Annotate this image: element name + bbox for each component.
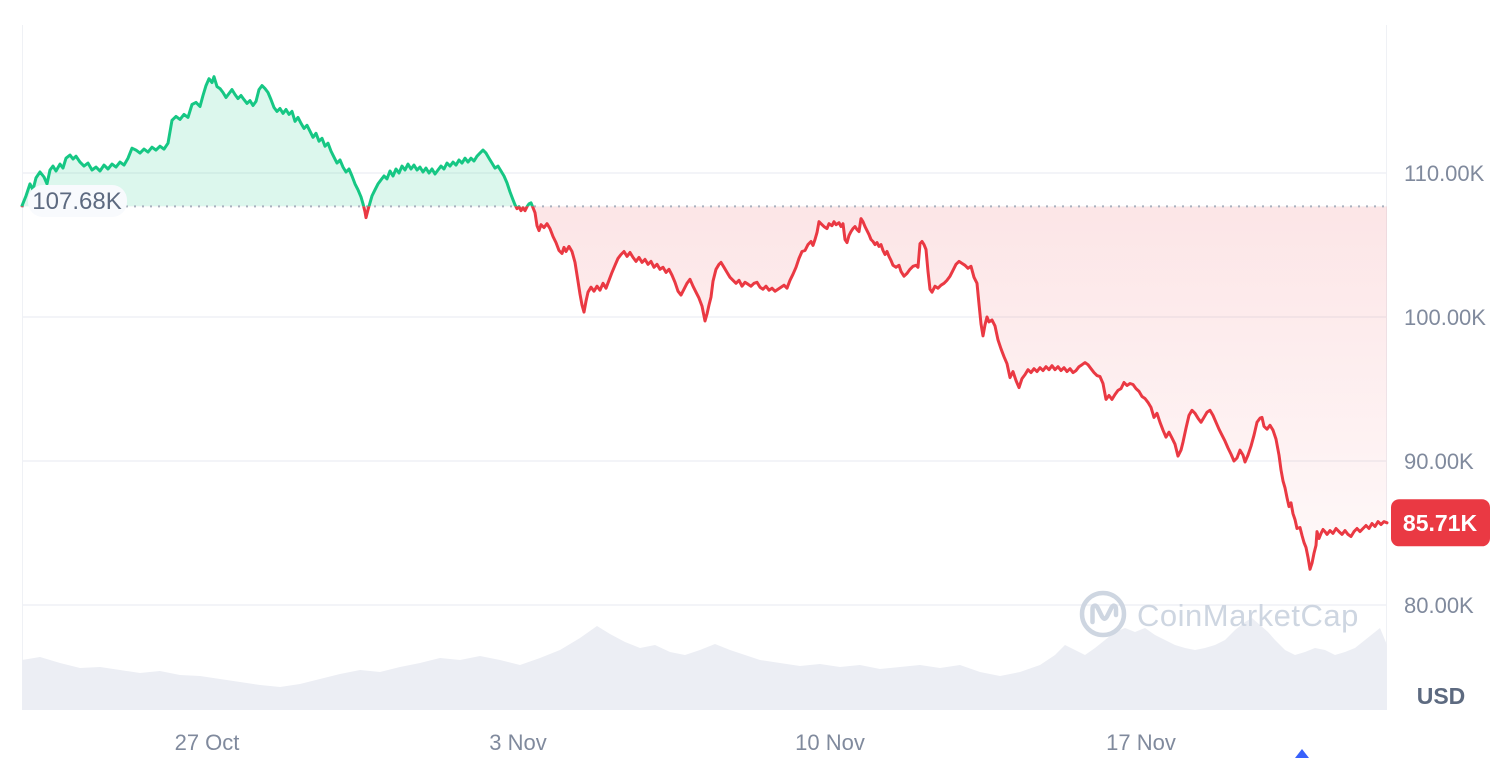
y-axis-tick-label: 100.00K bbox=[1404, 305, 1486, 330]
x-axis-tick-label: 3 Nov bbox=[489, 730, 546, 755]
y-axis-tick-label: 90.00K bbox=[1404, 449, 1474, 474]
currency-unit-label: USD bbox=[1417, 683, 1466, 709]
last-price-badge: 85.71K bbox=[1391, 499, 1490, 547]
watermark-text: CoinMarketCap bbox=[1137, 598, 1359, 633]
x-axis-tick-label: 17 Nov bbox=[1106, 730, 1176, 755]
baseline-price-pill: 107.68K bbox=[28, 185, 127, 217]
x-axis-labels: 27 Oct 3 Nov 10 Nov 17 Nov bbox=[175, 730, 1176, 755]
price-line-up-segment bbox=[20, 75, 535, 207]
x-axis-tick-label: 10 Nov bbox=[795, 730, 865, 755]
volume-area bbox=[22, 618, 1387, 710]
price-line-down-segment bbox=[20, 206, 1389, 571]
coinmarketcap-watermark: CoinMarketCap bbox=[1079, 590, 1359, 638]
price-area-below-baseline bbox=[363, 206, 1387, 570]
y-axis-tick-label: 110.00K bbox=[1404, 161, 1485, 186]
y-axis-tick-label: 80.00K bbox=[1404, 593, 1474, 618]
coinmarketcap-logo-icon bbox=[1079, 590, 1127, 638]
y-axis-labels: 110.00K 100.00K 90.00K 80.00K bbox=[1404, 161, 1486, 618]
x-axis-tick-label: 27 Oct bbox=[175, 730, 240, 755]
baseline-price-label: 107.68K bbox=[32, 188, 121, 215]
price-area-above-baseline bbox=[22, 76, 1387, 207]
range-slider-marker-icon[interactable] bbox=[1295, 749, 1309, 758]
last-price-label: 85.71K bbox=[1403, 510, 1478, 536]
